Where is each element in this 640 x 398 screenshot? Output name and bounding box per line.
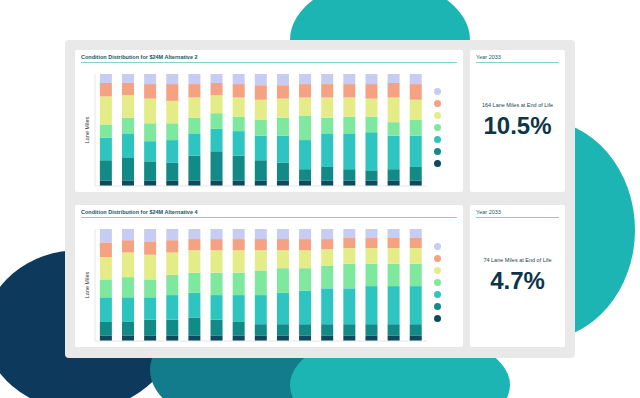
html-text:Year 2033: Year 2033 [476, 209, 501, 215]
html-text:164 Lane Miles at End of Life: 164 Lane Miles at End of Life [481, 102, 554, 108]
html-text:Condition Distribution for $24: Condition Distribution for $24M Alternat… [81, 54, 198, 60]
html-text:Condition Distribution for $24: Condition Distribution for $24M Alternat… [81, 209, 198, 215]
svg-text:Lane Miles: Lane Miles [84, 271, 90, 298]
html-text:74 Lane Miles at End of Life: 74 Lane Miles at End of Life [483, 257, 552, 263]
svg-text:Lane Miles: Lane Miles [84, 116, 90, 143]
html-text:4.7%: 4.7% [490, 267, 545, 294]
html-text:Year 2033: Year 2033 [476, 54, 501, 60]
html-text:10.5%: 10.5% [483, 112, 552, 139]
